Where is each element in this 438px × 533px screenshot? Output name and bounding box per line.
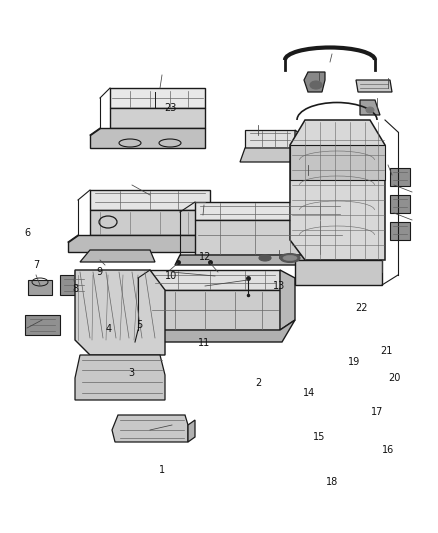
Polygon shape bbox=[175, 248, 362, 265]
Ellipse shape bbox=[310, 81, 322, 89]
Polygon shape bbox=[150, 270, 280, 290]
Polygon shape bbox=[90, 128, 205, 148]
Text: 4: 4 bbox=[106, 325, 112, 334]
Text: 5: 5 bbox=[136, 320, 142, 330]
Text: 18: 18 bbox=[326, 478, 338, 487]
Text: 22: 22 bbox=[355, 303, 367, 312]
Polygon shape bbox=[390, 222, 410, 240]
Ellipse shape bbox=[280, 254, 300, 262]
Polygon shape bbox=[75, 355, 165, 400]
Text: 15: 15 bbox=[313, 432, 325, 442]
Polygon shape bbox=[195, 220, 345, 255]
Polygon shape bbox=[68, 235, 210, 252]
Polygon shape bbox=[295, 130, 305, 155]
Text: 8: 8 bbox=[72, 285, 78, 294]
Polygon shape bbox=[360, 100, 380, 115]
Polygon shape bbox=[90, 210, 210, 235]
Text: 16: 16 bbox=[381, 446, 394, 455]
Polygon shape bbox=[356, 80, 392, 92]
Polygon shape bbox=[345, 202, 362, 255]
Polygon shape bbox=[304, 72, 325, 92]
Polygon shape bbox=[390, 168, 410, 186]
Polygon shape bbox=[150, 290, 280, 330]
Polygon shape bbox=[90, 190, 210, 210]
Polygon shape bbox=[245, 130, 295, 148]
Text: 12: 12 bbox=[199, 252, 211, 262]
Text: 14: 14 bbox=[303, 389, 315, 398]
Polygon shape bbox=[290, 145, 385, 180]
Polygon shape bbox=[80, 250, 155, 262]
Polygon shape bbox=[28, 280, 52, 295]
Polygon shape bbox=[60, 275, 88, 295]
Polygon shape bbox=[112, 415, 188, 442]
Polygon shape bbox=[195, 202, 345, 220]
Text: 2: 2 bbox=[255, 378, 261, 387]
Text: 11: 11 bbox=[198, 338, 210, 348]
Text: 9: 9 bbox=[97, 267, 103, 277]
Ellipse shape bbox=[259, 255, 271, 261]
Polygon shape bbox=[110, 88, 205, 108]
Polygon shape bbox=[240, 148, 295, 162]
Text: 20: 20 bbox=[388, 374, 400, 383]
Text: 1: 1 bbox=[159, 465, 165, 475]
Text: 7: 7 bbox=[33, 261, 39, 270]
Text: 13: 13 bbox=[273, 281, 286, 291]
Polygon shape bbox=[290, 120, 385, 260]
Ellipse shape bbox=[283, 255, 297, 261]
Polygon shape bbox=[135, 320, 295, 342]
Text: 17: 17 bbox=[371, 407, 384, 417]
Text: 6: 6 bbox=[24, 228, 30, 238]
Ellipse shape bbox=[366, 107, 374, 113]
Polygon shape bbox=[390, 195, 410, 213]
Text: 19: 19 bbox=[348, 358, 360, 367]
Text: 3: 3 bbox=[128, 368, 134, 378]
Polygon shape bbox=[75, 270, 165, 355]
Text: 23: 23 bbox=[165, 103, 177, 112]
Polygon shape bbox=[110, 108, 205, 128]
Polygon shape bbox=[25, 315, 60, 335]
Text: 10: 10 bbox=[165, 271, 177, 281]
Text: 21: 21 bbox=[380, 346, 392, 356]
Polygon shape bbox=[295, 260, 382, 285]
Polygon shape bbox=[280, 270, 295, 330]
Polygon shape bbox=[188, 420, 195, 442]
